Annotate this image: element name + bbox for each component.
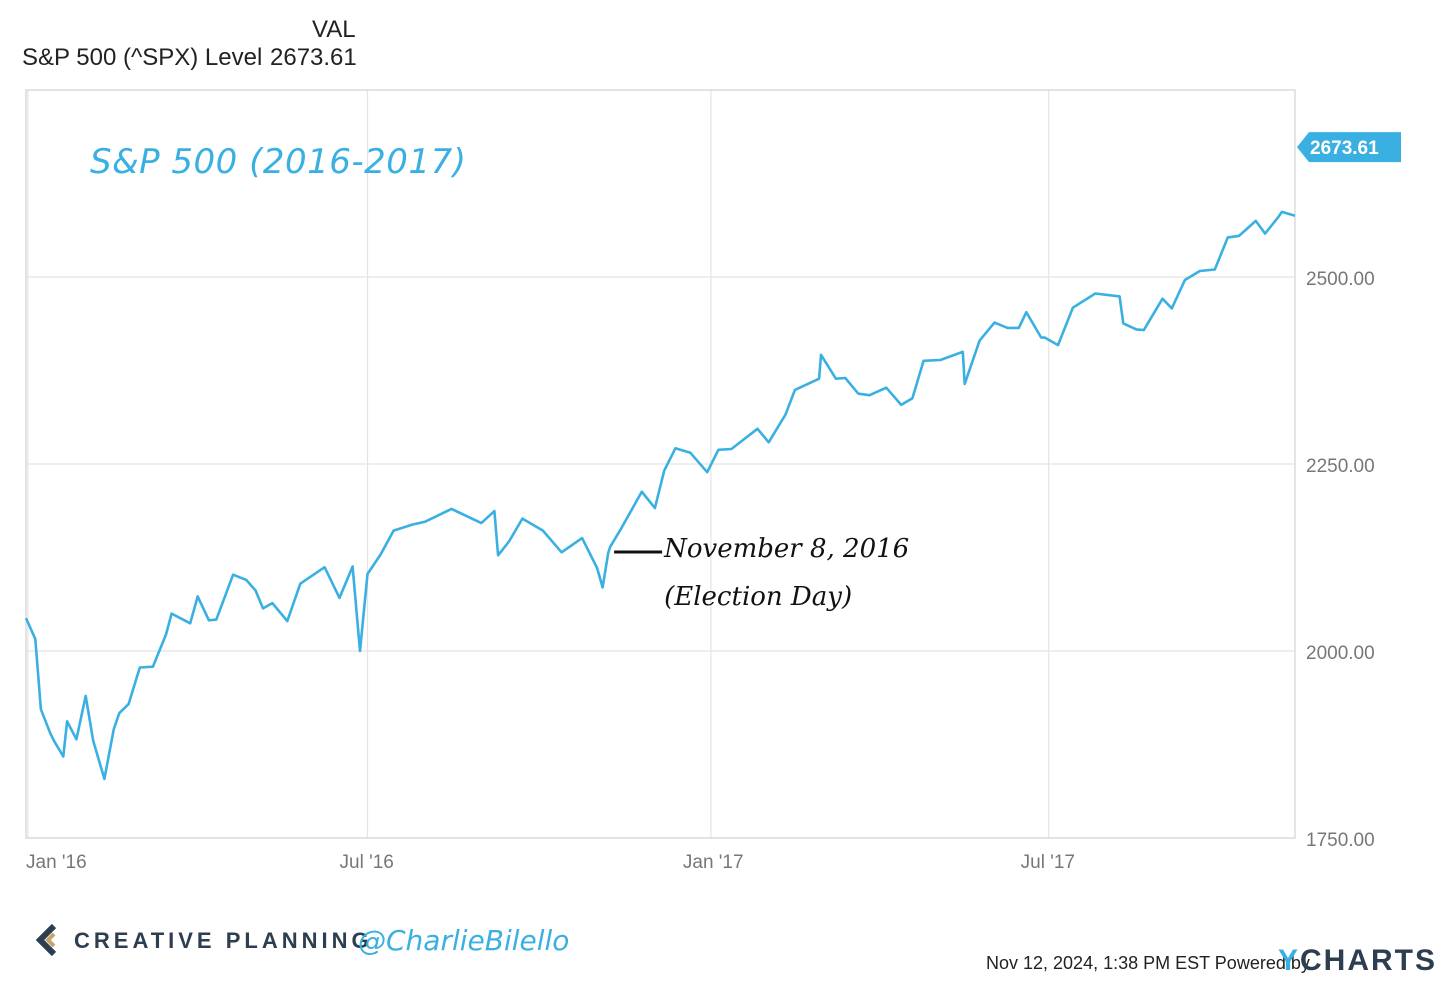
x-tick-label: Jul '16: [340, 852, 394, 873]
y-tick-label: 2500.00: [1306, 269, 1375, 290]
chart-title: S&P 500 (2016-2017): [90, 142, 467, 182]
x-tick-labels: Jan '16 Jul '16 Jan '17 Jul '17: [26, 852, 1075, 873]
author-handle[interactable]: @CharlieBilello: [358, 924, 570, 957]
last-value-badge-text: 2673.61: [1310, 138, 1379, 159]
ycharts-logo[interactable]: YCHARTS: [1278, 944, 1437, 978]
ycharts-logo-y: Y: [1278, 944, 1301, 977]
creative-planning-logo-icon: [35, 923, 57, 957]
x-tick-label: Jul '17: [1021, 852, 1075, 873]
y-tick-label: 1750.00: [1306, 830, 1375, 851]
plot-frame: [25, 89, 1296, 839]
annotation-election-date: November 8, 2016: [664, 534, 910, 565]
y-tick-label: 2250.00: [1306, 456, 1375, 477]
series-line-spx: [24, 210, 1296, 781]
y-tick-label: 2000.00: [1306, 643, 1375, 664]
x-tick-label: Jan '17: [683, 852, 744, 873]
annotation-election-day: (Election Day): [664, 582, 853, 613]
ycharts-logo-rest: CHARTS: [1300, 944, 1438, 977]
last-value-badge-shape: [1297, 132, 1401, 163]
x-tick-label: Jan '16: [26, 852, 87, 873]
last-value-badge: 2673.61: [1297, 132, 1401, 163]
header-column-label: VAL: [312, 16, 356, 43]
brand-name: CREATIVE PLANNING: [74, 928, 373, 953]
footer-timestamp: Nov 12, 2024, 1:38 PM EST Powered by: [986, 953, 1310, 973]
grid-y: [26, 276, 1295, 839]
header-series-value: 2673.61: [270, 44, 357, 71]
y-tick-labels: 1750.00 2000.00 2250.00 2500.00: [1306, 269, 1375, 851]
header-series-name: S&P 500 (^SPX) Level: [22, 44, 263, 71]
